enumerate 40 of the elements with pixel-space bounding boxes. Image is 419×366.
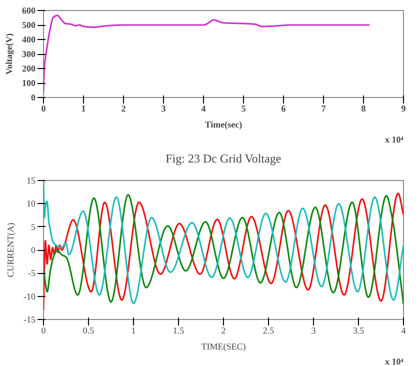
y-tick-label: 10 xyxy=(26,198,36,209)
x-axis-title: Time(sec) xyxy=(204,120,242,130)
y-tick-label: -15 xyxy=(24,314,36,324)
x-axis-title: TIME(SEC) xyxy=(201,342,246,352)
y-axis-title: Voltage(V) xyxy=(4,33,14,75)
x-tick-label: 1.5 xyxy=(172,326,185,336)
x-tick-label: 2 xyxy=(121,104,126,114)
y-tick-label: 0 xyxy=(31,92,36,102)
y-tick-label: 400 xyxy=(22,34,36,44)
x-tick-label: 3 xyxy=(161,104,166,114)
x-tick-label: 4 xyxy=(201,104,206,114)
x-tick-label: 0.5 xyxy=(82,326,95,336)
x-tick-label: 1 xyxy=(131,326,136,336)
text: Fig: 23 Dc Grid Voltage xyxy=(166,152,282,166)
y-tick-label: 100 xyxy=(22,78,36,88)
y-tick-label: -5 xyxy=(28,268,36,278)
y-tick-label: 500 xyxy=(22,20,36,30)
x-tick-label: 2 xyxy=(221,326,226,336)
text: x 10⁴ xyxy=(385,356,404,366)
x-tick-label: 1 xyxy=(81,104,86,114)
x-tick-label: 4 xyxy=(401,326,406,336)
x-tick-label: 6 xyxy=(281,104,286,114)
y-tick-label: 200 xyxy=(22,64,36,74)
x-tick-label: 8 xyxy=(361,104,366,114)
y-tick-label: 600 xyxy=(22,6,36,16)
x-tick-label: 9 xyxy=(401,104,406,114)
y-tick-label: 0 xyxy=(31,245,36,255)
x-tick-label: 3 xyxy=(311,326,316,336)
x-tick-label: 3.5 xyxy=(352,326,365,336)
y-tick-label: 5 xyxy=(31,222,36,232)
x-tick-label: 5 xyxy=(241,104,246,114)
y-tick-label: -10 xyxy=(24,291,36,302)
x-tick-label: 2.5 xyxy=(262,326,275,336)
y-tick-label: 15 xyxy=(26,176,36,186)
text: x 10⁴ xyxy=(385,134,404,144)
y-axis-title: CURRENT(A) xyxy=(6,222,16,278)
x-tick-label: 0 xyxy=(41,104,46,114)
x-tick-label: 0 xyxy=(41,326,46,336)
x-tick-label: 7 xyxy=(321,104,326,114)
y-tick-label: 300 xyxy=(22,49,36,59)
